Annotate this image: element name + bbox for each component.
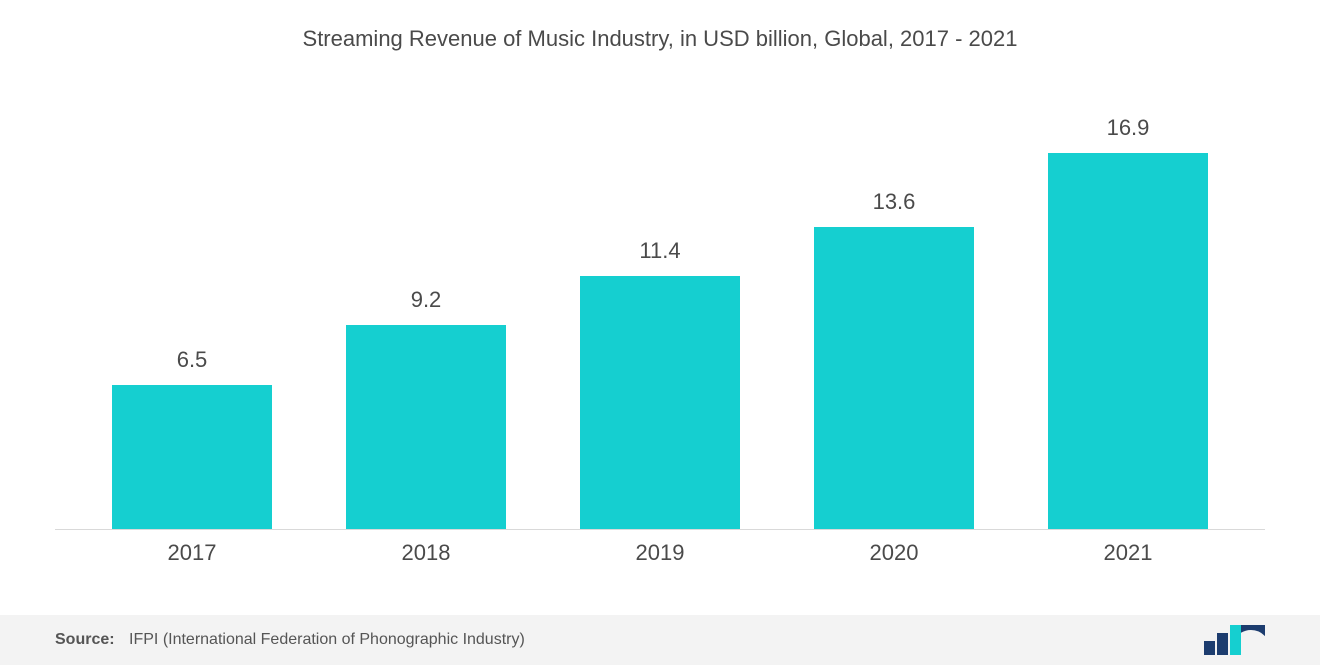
bar — [814, 227, 974, 529]
brand-logo-icon — [1204, 625, 1265, 655]
x-axis-label: 2020 — [777, 530, 1011, 566]
bar-value-label: 11.4 — [639, 238, 680, 264]
bar-value-label: 16.9 — [1107, 115, 1150, 141]
x-axis-label: 2018 — [309, 530, 543, 566]
bar — [580, 276, 740, 529]
bar-group: 11.4 — [543, 90, 777, 529]
chart-title: Streaming Revenue of Music Industry, in … — [0, 0, 1320, 52]
source-label: Source: — [55, 631, 115, 648]
chart-area: 6.59.211.413.616.9 20172018201920202021 — [55, 90, 1265, 530]
source-text: IFPI (International Federation of Phonog… — [129, 631, 525, 648]
bar-value-label: 6.5 — [177, 347, 208, 373]
source-attribution: Source: IFPI (International Federation o… — [55, 631, 525, 649]
bar-group: 16.9 — [1011, 90, 1245, 529]
bar-group: 9.2 — [309, 90, 543, 529]
bar — [112, 385, 272, 529]
footer-bar: Source: IFPI (International Federation o… — [0, 615, 1320, 665]
bar — [346, 325, 506, 529]
x-axis-label: 2021 — [1011, 530, 1245, 566]
bar-group: 13.6 — [777, 90, 1011, 529]
x-axis-label: 2017 — [75, 530, 309, 566]
bar — [1048, 153, 1208, 529]
x-axis-label: 2019 — [543, 530, 777, 566]
bars-container: 6.5 9.2 11.4 13.6 16.9 — [55, 90, 1265, 530]
bar-value-label: 9.2 — [411, 287, 442, 313]
bar-group: 6.5 — [75, 90, 309, 529]
x-axis-labels: 20172018201920202021 — [55, 530, 1265, 566]
bar-value-label: 13.6 — [873, 189, 916, 215]
